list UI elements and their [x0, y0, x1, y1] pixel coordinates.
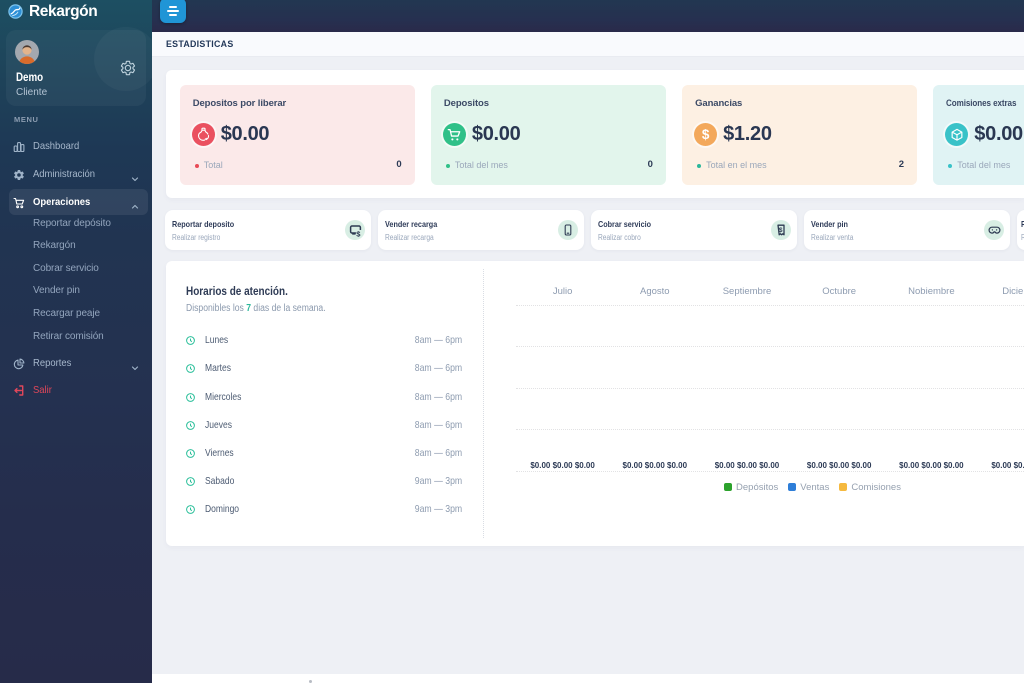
- svg-text:$: $: [356, 229, 361, 237]
- svg-text:$: $: [779, 227, 783, 234]
